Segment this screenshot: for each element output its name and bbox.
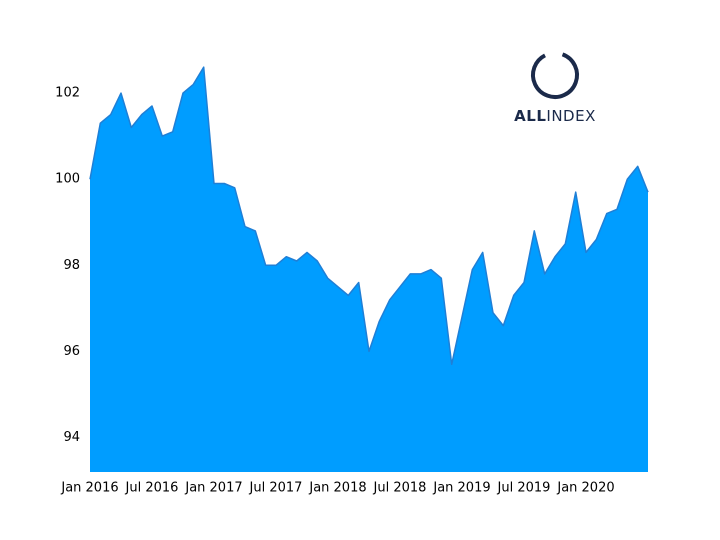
- x-tick-label: Jul 2019: [497, 481, 551, 496]
- y-tick-label: 96: [63, 344, 80, 359]
- x-tick-label: Jul 2018: [373, 481, 427, 496]
- y-tick-label: 102: [55, 86, 80, 101]
- logo-bold: ALL: [514, 107, 546, 125]
- x-tick-label: Jan 2017: [184, 481, 242, 496]
- logo: ALLINDEX: [514, 51, 596, 125]
- x-tick-label: Jul 2016: [125, 481, 179, 496]
- x-tick-label: Jan 2020: [556, 481, 614, 496]
- logo-ring: [531, 51, 579, 99]
- logo-rest: INDEX: [546, 107, 595, 125]
- y-tick-label: 100: [55, 172, 80, 187]
- x-tick-label: Jul 2017: [249, 481, 303, 496]
- area: [90, 67, 648, 472]
- y-tick-label: 98: [63, 258, 80, 273]
- line: [89, 66, 649, 366]
- y-tick-label: 94: [63, 430, 80, 445]
- x-tick-label: Jan 2018: [308, 481, 366, 496]
- x-tick-label: Jan 2019: [432, 481, 490, 496]
- logo-text: ALLINDEX: [514, 107, 596, 125]
- x-tick-label: Jan 2016: [60, 481, 118, 496]
